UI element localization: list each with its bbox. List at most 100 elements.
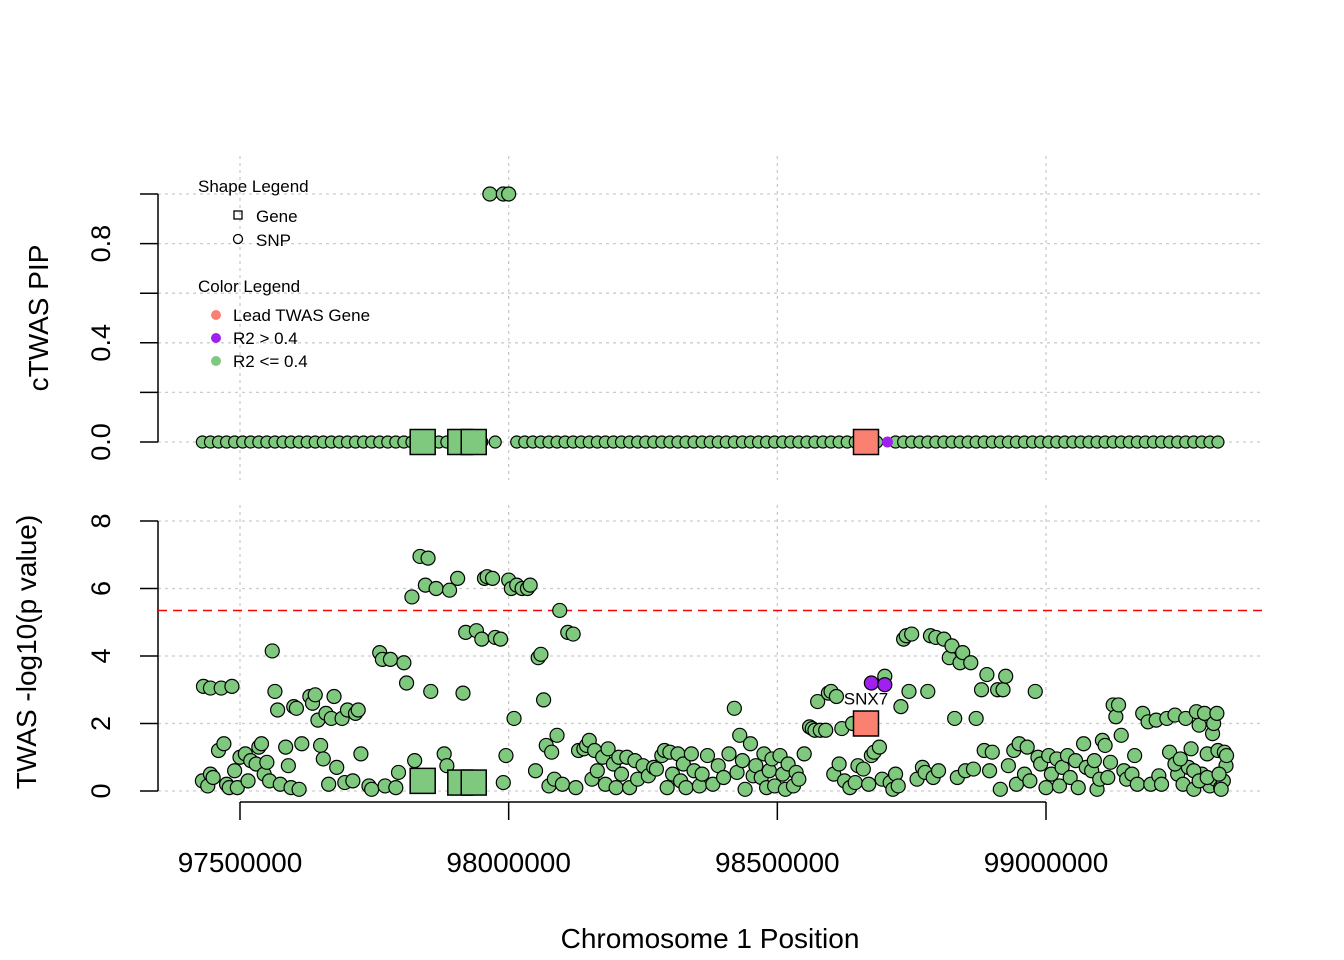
- bottom-snp-point: [944, 638, 960, 654]
- bottom-snp-point: [678, 780, 694, 796]
- bottom-snp-point: [407, 753, 423, 769]
- bottom-snp-point: [1102, 754, 1119, 770]
- x-tick-label-1: 98000000: [446, 847, 571, 878]
- bottom-snp-point: [568, 780, 584, 796]
- bottom-snp-point: [920, 683, 936, 700]
- bottom-snp-point: [947, 710, 963, 727]
- bottom-snp-point: [992, 781, 1008, 797]
- legend: Shape Legend Gene SNP Color Legend Lead …: [198, 177, 370, 371]
- bottom-panel-y-axis-label: TWAS -log10(p value): [11, 515, 42, 789]
- bottom-snp-point: [441, 582, 458, 598]
- bottom-snp-point: [998, 668, 1014, 684]
- bottom-snp-point: [600, 741, 616, 757]
- bottom-y-tick-label-2: 4: [86, 648, 116, 663]
- x-axis-label: Chromosome 1 Position: [561, 923, 860, 954]
- bottom-snp-point: [345, 773, 361, 789]
- bottom-snp-point: [288, 700, 305, 716]
- bottom-snp-point: [1051, 778, 1068, 794]
- bottom-snp-point: [1209, 705, 1225, 721]
- bottom-snp-point: [495, 774, 511, 791]
- bottom-snp-point: [1211, 766, 1227, 782]
- bottom-snp-point: [552, 602, 568, 619]
- bottom-y-tick-label-4: 8: [86, 513, 116, 528]
- bottom-snp-point: [270, 702, 286, 718]
- top-panel-points: [195, 186, 1225, 456]
- bottom-panel-points: [194, 548, 1235, 797]
- bottom-snp-point: [675, 756, 691, 772]
- bottom-snp-point: [326, 688, 342, 705]
- bottom-snp-point: [294, 736, 310, 752]
- low-r2-color-dot: [211, 356, 221, 366]
- bottom-snp-point: [455, 685, 471, 701]
- bottom-snp-point: [535, 692, 552, 708]
- bottom-snp-point: [973, 682, 990, 698]
- bottom-snp-point: [353, 746, 369, 762]
- bottom-snp-point: [1218, 747, 1235, 764]
- x-tick-label-0: 97500000: [178, 847, 303, 878]
- bottom-snp-point: [291, 781, 307, 797]
- bottom-snp-point: [1110, 697, 1127, 713]
- bottom-snp-point: [315, 751, 331, 767]
- bottom-gene-point: [409, 767, 436, 795]
- bottom-snp-point: [350, 702, 366, 718]
- bottom-snp-point: [893, 699, 909, 715]
- bottom-snp-point: [742, 736, 759, 752]
- bottom-snp-point: [280, 758, 296, 774]
- color-legend-high-r2: R2 > 0.4: [233, 329, 298, 348]
- bottom-snp-point: [1070, 780, 1086, 796]
- bottom-snp-point: [420, 550, 436, 566]
- bottom-snp-point: [648, 761, 665, 777]
- circle-shape-icon: [232, 233, 244, 245]
- bottom-snp-point: [1027, 683, 1043, 700]
- color-legend-low-r2: R2 <= 0.4: [233, 352, 308, 371]
- bottom-snp-point: [659, 780, 675, 796]
- bottom-snp-point: [1183, 741, 1199, 757]
- bottom-snp-point: [715, 769, 732, 786]
- top-panel-y-axis: 0.0 0.4 0.8: [86, 193, 159, 461]
- bottom-snp-point: [278, 739, 294, 755]
- top-y-tick-label-2: 0.4: [86, 324, 116, 362]
- top-gene-point: [460, 428, 487, 456]
- bottom-high-r2-point: [863, 675, 879, 691]
- bottom-snp-point: [1097, 737, 1113, 754]
- bottom-snp-point: [1100, 769, 1116, 786]
- bottom-snp-point: [216, 736, 232, 752]
- bottom-snp-point: [995, 682, 1011, 698]
- shape-legend-snp: SNP: [256, 231, 291, 250]
- top-snp-point: [488, 435, 502, 449]
- bottom-snp-point: [981, 763, 998, 779]
- bottom-snp-point: [544, 744, 560, 760]
- bottom-snp-point: [1129, 776, 1145, 792]
- bottom-snp-point: [554, 776, 571, 792]
- bottom-snp-point: [388, 780, 404, 796]
- bottom-snp-point: [474, 631, 490, 647]
- bottom-snp-point: [1038, 780, 1054, 796]
- color-legend-lead: Lead TWAS Gene: [233, 306, 370, 325]
- top-high-r2-point: [881, 436, 893, 448]
- bottom-snp-point: [963, 655, 979, 671]
- bottom-snp-point: [810, 693, 826, 710]
- bottom-snp-point: [871, 739, 888, 755]
- bottom-snp-point: [694, 766, 710, 782]
- high-r2-color-dot: [211, 333, 221, 343]
- bottom-snp-point: [1113, 727, 1129, 743]
- bottom-snp-point: [726, 700, 742, 716]
- bottom-snp-point: [847, 774, 863, 791]
- bottom-snp-point: [307, 687, 323, 703]
- shape-legend-title: Shape Legend: [198, 177, 309, 196]
- x-tick-label-3: 99000000: [984, 847, 1109, 878]
- bottom-panel-y-axis: 0 2 4 6 8: [86, 513, 159, 799]
- bottom-snp-point: [930, 763, 947, 779]
- bottom-snp-point: [224, 678, 240, 694]
- bottom-gene-point: [460, 769, 487, 796]
- bottom-snp-point: [1172, 751, 1188, 767]
- bottom-snp-point: [404, 589, 420, 605]
- bottom-snp-point: [506, 710, 522, 727]
- bottom-snp-point: [227, 763, 243, 779]
- bottom-snp-point: [1127, 747, 1143, 764]
- bottom-snp-point: [965, 761, 982, 777]
- bottom-snp-point: [364, 781, 380, 797]
- top-snp-point: [1211, 435, 1225, 449]
- bottom-snp-point: [484, 570, 501, 586]
